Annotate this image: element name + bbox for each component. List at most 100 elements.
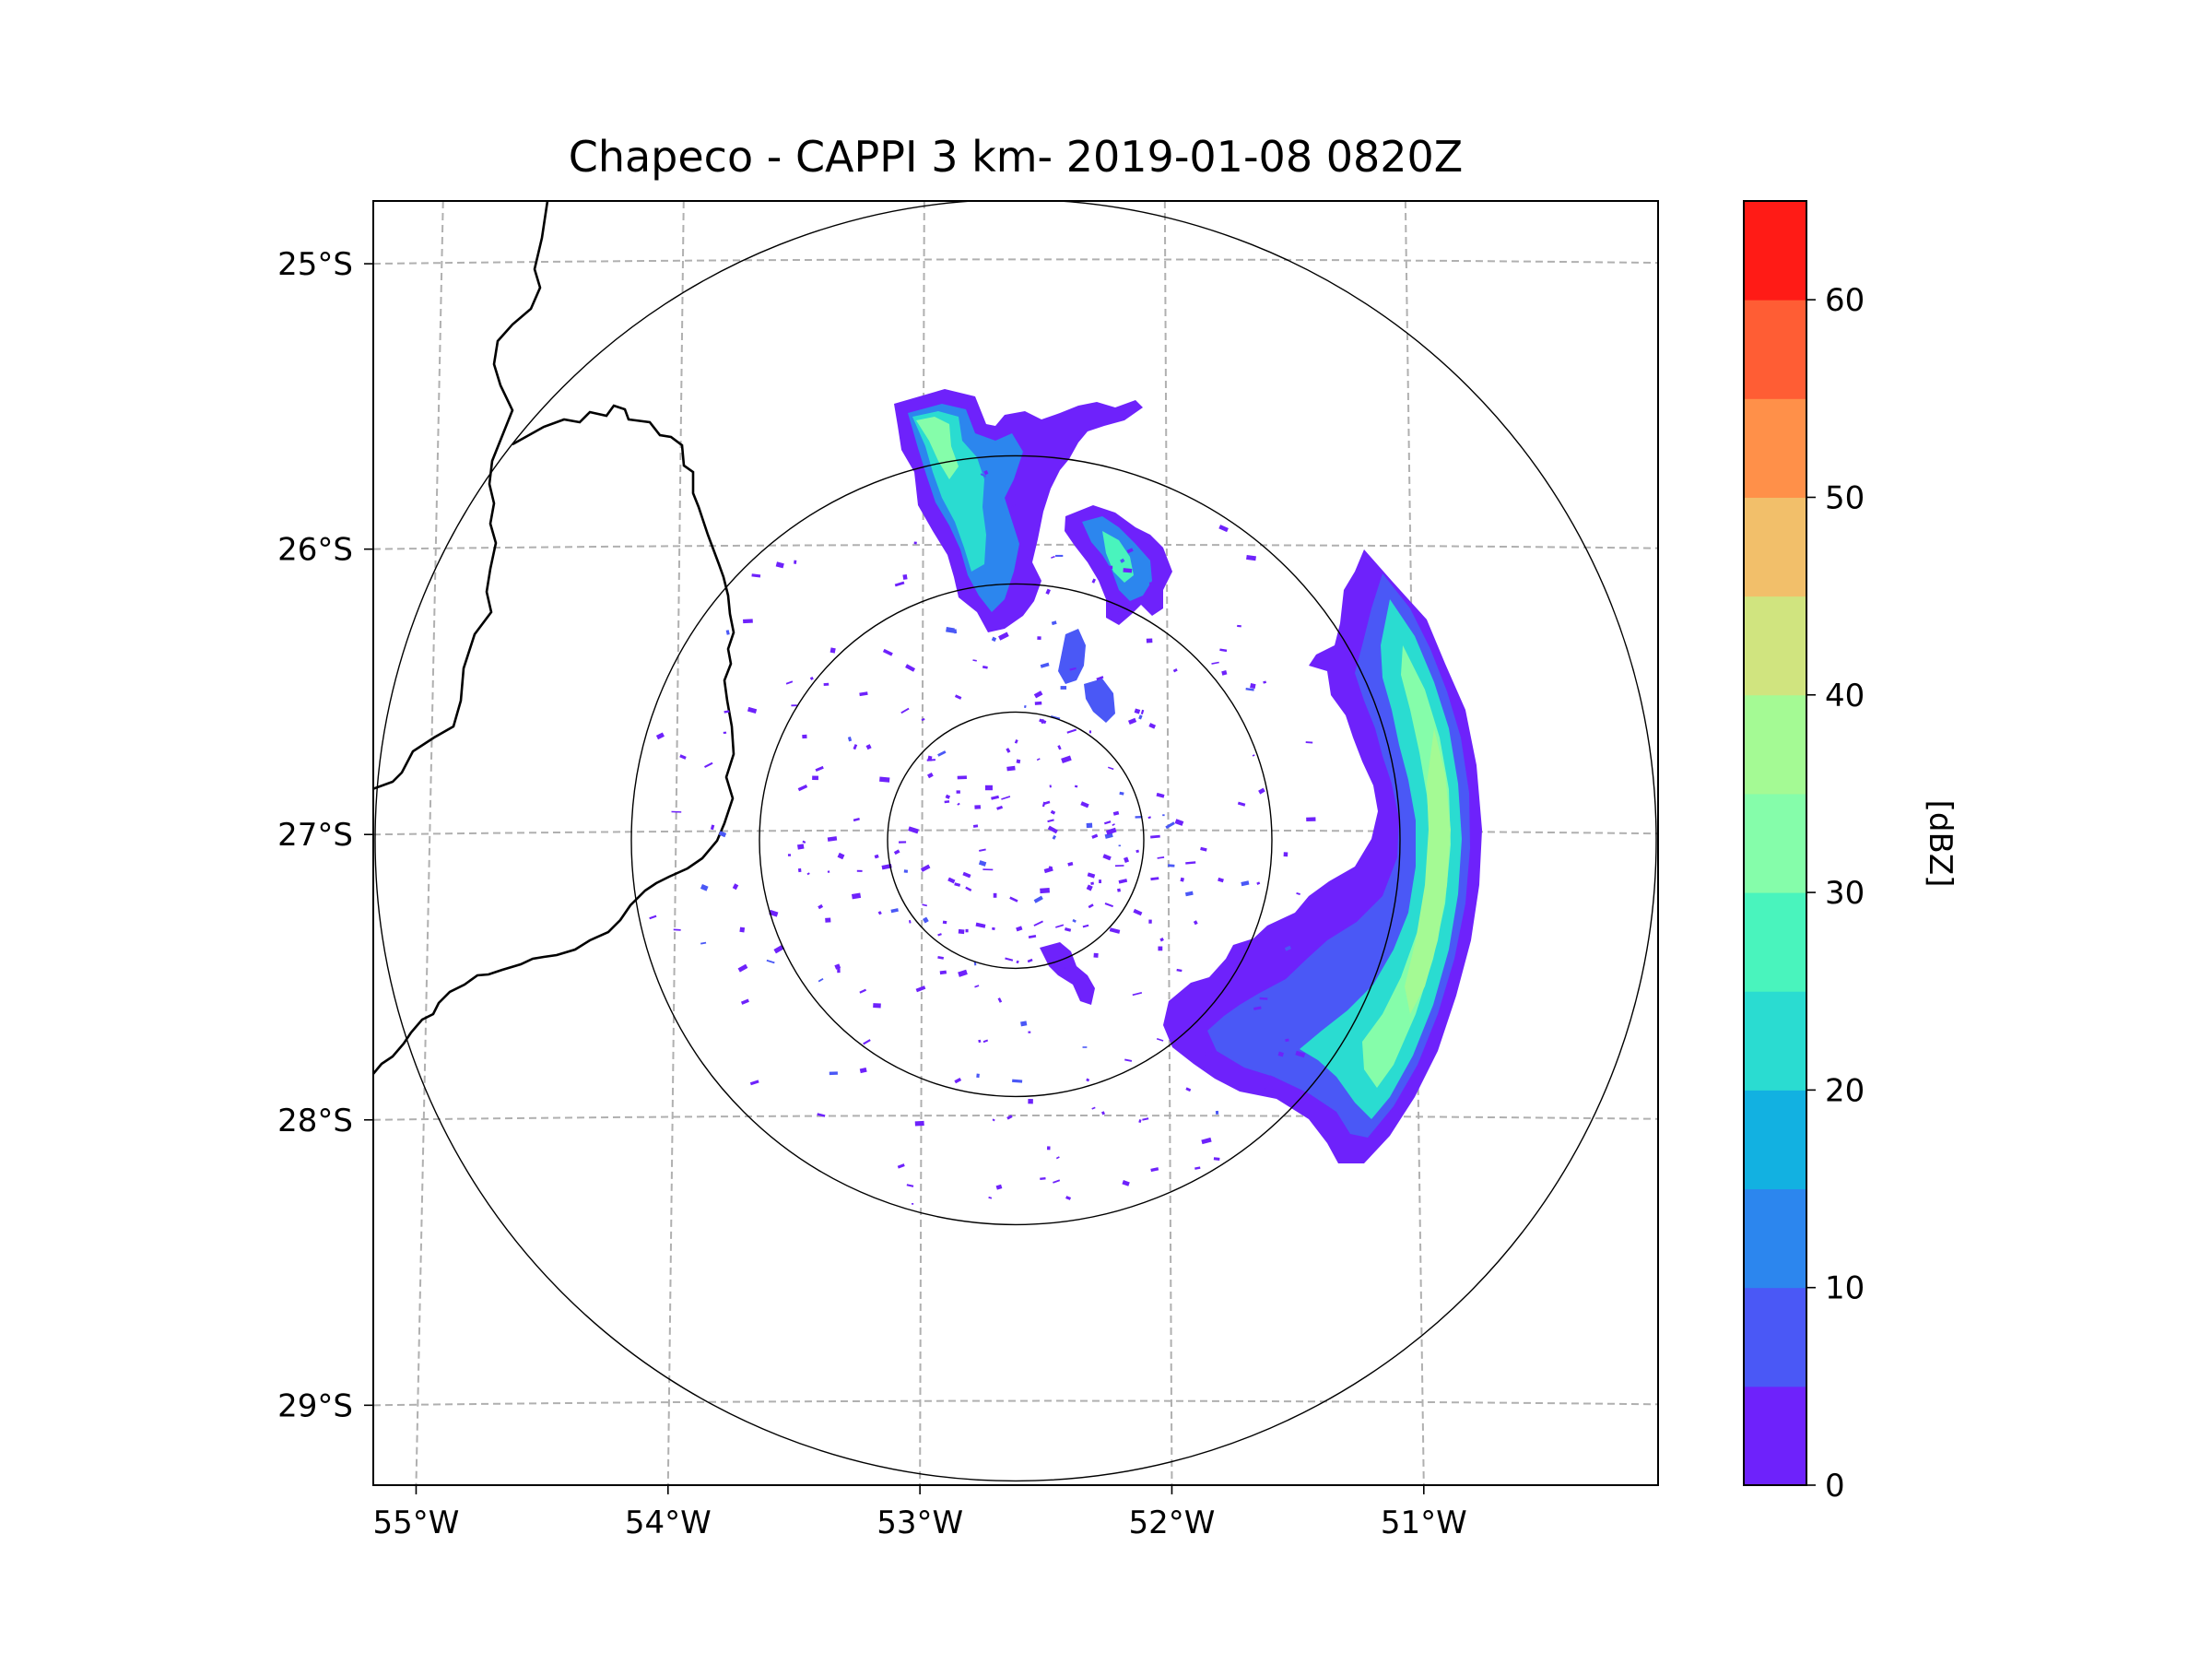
meridian-line <box>919 201 925 1485</box>
echo-speckle <box>1150 877 1159 881</box>
echo-speckle <box>1037 636 1041 641</box>
echo-speckle <box>740 998 749 1005</box>
echo-speckle <box>908 920 912 924</box>
colorbar: 0 10 20 30 40 50 60 <box>1743 200 1865 1505</box>
echo-speckle <box>1237 624 1241 628</box>
echo-speckle <box>1080 801 1089 808</box>
echo-speckle <box>1028 934 1037 939</box>
echo-speckle <box>972 659 977 662</box>
echo-speckle <box>975 922 986 928</box>
echo-speckle <box>956 790 960 794</box>
echo-speckle <box>937 514 944 520</box>
x-tick-label: 52°W <box>1129 1505 1216 1541</box>
echo-speckle <box>1041 801 1046 808</box>
echo-speckle <box>984 785 993 791</box>
echo-speckle <box>1245 688 1254 691</box>
echo-speckle <box>1218 525 1229 533</box>
echo-speckle <box>1285 1038 1289 1043</box>
echo-speckle <box>1103 820 1112 825</box>
echo-speckle <box>797 784 808 792</box>
echo-north-20 <box>912 411 986 572</box>
echo-speckle <box>1229 954 1239 961</box>
echo-north-30 <box>916 417 959 479</box>
colorbar-tick-label: 40 <box>1825 678 1865 714</box>
echo-speckle <box>983 469 989 476</box>
echo-speckle <box>1027 958 1033 963</box>
echo-speckle <box>1201 1137 1212 1145</box>
parallel-line <box>373 1399 1658 1407</box>
echo-speckle <box>785 680 794 685</box>
echo-speckle <box>1135 815 1143 819</box>
echo-speckle <box>997 997 1003 1003</box>
echo-speckle <box>1118 844 1121 847</box>
echo-speckle <box>972 824 979 828</box>
echo-speckle <box>1202 1066 1208 1069</box>
echo-speckle <box>874 854 879 859</box>
echo-speckle <box>1114 865 1124 867</box>
echo-speckle <box>978 860 987 867</box>
echo-south-spot <box>1040 942 1095 1005</box>
echo-speckle <box>1252 754 1255 757</box>
echo-speckle <box>749 1080 759 1086</box>
echo-speckle <box>1112 611 1120 616</box>
x-tick-label: 53°W <box>877 1505 963 1541</box>
echo-speckle <box>1174 819 1184 826</box>
echo-speckle <box>827 870 830 874</box>
echo-speckle <box>988 1196 993 1199</box>
echo-speckle <box>881 863 892 870</box>
echo-speckle <box>791 704 797 707</box>
echo-speckle <box>847 737 853 742</box>
echo-speckle <box>853 744 858 750</box>
echo-speckle <box>996 805 1004 810</box>
echo-speckle <box>1082 924 1089 928</box>
echo-speckle <box>991 636 997 643</box>
echo-speckle <box>1264 1084 1274 1093</box>
echo-speckle <box>1158 946 1163 951</box>
echo-speckle <box>1258 787 1265 795</box>
echo-speckle <box>1219 648 1228 653</box>
parallel-line <box>373 258 1658 266</box>
echo-speckle <box>957 802 960 806</box>
echo-speckle <box>1283 852 1288 857</box>
echo-speckle <box>979 848 986 852</box>
echo-speckle <box>922 903 928 907</box>
echo-speckle <box>890 908 899 914</box>
echo-speckle <box>1055 554 1064 557</box>
echo-speckle <box>1104 903 1113 908</box>
echo-speckle <box>899 841 907 844</box>
echo-speckle <box>1134 708 1141 714</box>
echo-speckle <box>992 1118 995 1122</box>
echo-speckle <box>954 694 962 700</box>
echo-speckle <box>1168 864 1175 867</box>
colorbar-segment <box>1744 300 1806 399</box>
echo-speckle <box>851 892 862 900</box>
echo-speckle <box>1184 891 1194 897</box>
reflectivity-echoes <box>649 389 1482 1205</box>
echo-speckle <box>894 581 905 587</box>
colorbar-label: [dBZ] <box>1922 800 1959 888</box>
echo-speckle <box>1162 814 1165 817</box>
echo-speckle <box>859 691 868 697</box>
echo-speckle <box>1124 856 1130 864</box>
colorbar-tick-label: 20 <box>1825 1072 1865 1109</box>
echo-speckle <box>1099 879 1101 884</box>
state-borders <box>373 201 735 1076</box>
echo-speckle <box>976 1073 980 1079</box>
echo-speckle <box>1034 701 1042 705</box>
echo-speckle <box>1030 579 1034 584</box>
echo-speckle <box>1047 819 1054 823</box>
echo-speckle <box>953 629 958 634</box>
echo-speckle <box>995 1184 1003 1190</box>
echo-speckle <box>1246 554 1256 561</box>
echo-speckle <box>1053 1179 1061 1184</box>
echo-speckle <box>724 710 730 714</box>
echo-speckle <box>937 933 942 937</box>
echo-speckle <box>1051 620 1057 626</box>
echo-speckle <box>922 916 929 924</box>
y-tick-label: 29°S <box>277 1387 353 1424</box>
colorbar-segment <box>1744 497 1806 597</box>
colorbar-frame <box>1743 200 1807 1486</box>
echo-speckle <box>1284 945 1291 951</box>
echo-speckle <box>1061 755 1072 764</box>
echo-speckle <box>1147 816 1151 820</box>
